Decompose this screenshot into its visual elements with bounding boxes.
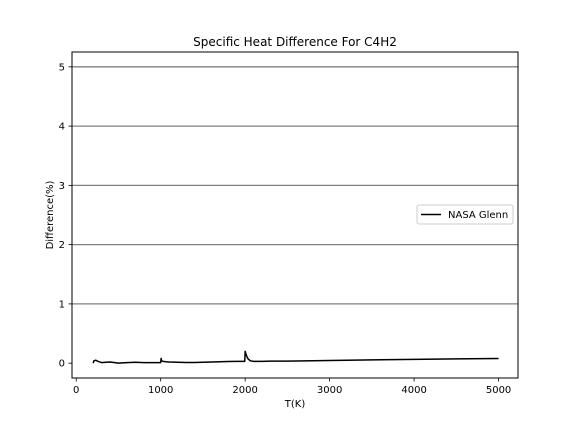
y-axis-label: Difference(%): [45, 180, 56, 249]
series-line-0: [92, 350, 499, 364]
y-tick-label-0: 0: [59, 359, 65, 370]
legend: NASA Glenn: [416, 204, 514, 225]
series-layer: [92, 350, 499, 364]
x-tick-label-0: 0: [73, 385, 79, 396]
x-tick-label-5000: 5000: [486, 385, 511, 396]
chart-title: Specific Heat Difference For C4H2: [193, 35, 397, 49]
x-axis-label: T(K): [284, 399, 306, 410]
x-axis: 0 1000 2000 3000 4000 5000: [73, 378, 511, 396]
y-tick-label-4: 4: [59, 122, 65, 133]
y-tick-label-5: 5: [59, 62, 65, 73]
x-tick-label-1000: 1000: [148, 385, 173, 396]
y-tick-label-2: 2: [59, 240, 65, 251]
grid-layer: [72, 66, 518, 305]
y-tick-label-3: 3: [59, 181, 65, 192]
legend-label-nasa-glenn: NASA Glenn: [448, 210, 508, 221]
y-axis: 0 1 2 3 4 5: [59, 62, 72, 370]
legend-box: [416, 204, 514, 225]
x-tick-label-2000: 2000: [232, 385, 257, 396]
x-tick-label-4000: 4000: [401, 385, 426, 396]
x-tick-label-3000: 3000: [317, 385, 342, 396]
y-tick-label-1: 1: [59, 299, 65, 310]
plot-frame: [71, 51, 519, 379]
